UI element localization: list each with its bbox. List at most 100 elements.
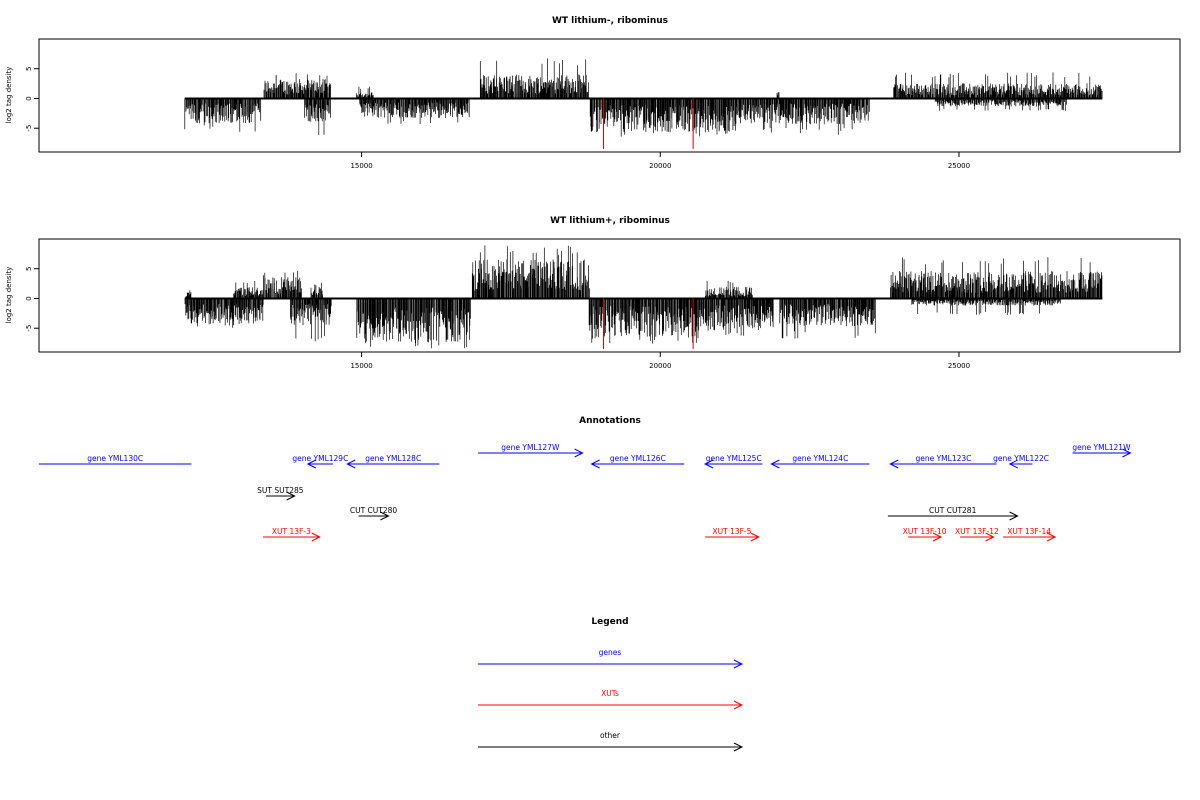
coverage-segment: [359, 98, 470, 125]
arrow-head: [286, 491, 296, 501]
arrow-head: [889, 459, 899, 469]
feature-label: gene YML123C: [915, 454, 971, 463]
coverage-segment: [588, 298, 703, 344]
arrow-head: [1008, 459, 1018, 469]
panel-title: WT lithium-, ribominus: [552, 16, 668, 26]
feature-label: gene YML124C: [792, 454, 848, 463]
coverage-segment: [615, 98, 739, 137]
feature-label: CUT CUT281: [929, 506, 977, 515]
x-tick-label: 25000: [948, 162, 970, 170]
feature-label: gene YML128C: [365, 454, 421, 463]
coverage-segment: [704, 280, 753, 299]
plot-frame: [38, 238, 1181, 353]
annotation-feature: gene YML124C: [770, 454, 870, 469]
y-axis-ticks: -5 0 5: [25, 67, 39, 132]
coverage-segment: [263, 270, 302, 299]
feature-label: XUT 13F-3: [272, 527, 311, 536]
legend: Legend genes XUTs other: [478, 617, 744, 752]
feature-label: gene YML127W: [501, 443, 560, 452]
annotation-feature: SUT SUT285: [257, 486, 304, 501]
x-axis-ticks: 15000 20000 25000: [350, 152, 970, 170]
feature-label: gene YML129C: [292, 454, 348, 463]
coverage-segment: [911, 298, 1061, 315]
y-tick-label: -5: [25, 325, 33, 332]
annotation-feature: CUT CUT280: [350, 506, 398, 521]
feature-label: gene YML130C: [87, 454, 143, 463]
annotations-title: Annotations: [579, 416, 641, 426]
legend-arrow: [733, 700, 744, 710]
annotation-features: gene YML130C gene YML129C gene YML128C gene…: [39, 443, 1132, 542]
coverage-segment: [471, 245, 590, 299]
annotations-panel: Annotations gene YML130C gene YML129C gene…: [39, 416, 1132, 542]
arrow-head: [311, 532, 321, 542]
coverage-bars: [184, 58, 1103, 150]
legend-arrow: [733, 742, 744, 752]
coverage-segment: [355, 86, 374, 99]
annotation-feature: gene YML125C: [703, 454, 763, 469]
arrow-head: [574, 448, 584, 458]
annotation-feature: gene YML126C: [590, 454, 685, 469]
legend-item: XUTs: [478, 689, 744, 710]
annotation-feature: CUT CUT281: [887, 506, 1019, 521]
arrow-head: [985, 532, 995, 542]
annotation-feature: gene YML127W: [478, 443, 584, 458]
arrow-head: [346, 459, 356, 469]
annotation-feature: gene YML130C: [39, 454, 192, 465]
feature-label: gene YML126C: [610, 454, 666, 463]
y-axis-ticks: -5 0 5: [25, 267, 39, 332]
legend-title: Legend: [591, 617, 628, 627]
y-axis-label: log2 tag density: [5, 67, 13, 124]
arrow-head: [750, 532, 760, 542]
feature-label: CUT CUT280: [350, 506, 398, 515]
annotation-feature: XUT 13F-5: [705, 527, 760, 542]
coverage-segment: [890, 257, 1103, 299]
coverage-panel-lithium-minus: WT lithium-, ribominus log2 tag density …: [5, 16, 1181, 170]
plot-frame: [38, 38, 1181, 153]
legend-item: genes: [478, 648, 744, 669]
y-axis-label: log2 tag density: [5, 267, 13, 324]
annotation-feature: XUT 13F-12: [955, 527, 999, 542]
arrow-head: [932, 532, 943, 542]
annotation-feature: gene YML129C: [292, 454, 348, 469]
y-tick-label: 0: [25, 96, 33, 100]
legend-label: genes: [599, 648, 622, 657]
x-tick-label: 15000: [350, 362, 372, 370]
y-tick-label: -5: [25, 125, 33, 132]
y-tick-label: 0: [25, 296, 33, 300]
arrow-head: [703, 459, 714, 469]
feature-label: gene YML125C: [706, 454, 762, 463]
legend-item: other: [478, 731, 744, 752]
coverage-segment: [184, 298, 264, 328]
y-tick-label: 5: [25, 267, 33, 271]
coverage-segment: [290, 298, 332, 342]
coverage-segment: [304, 98, 331, 136]
coverage-segment: [263, 73, 331, 99]
annotation-feature: gene YML123C: [889, 454, 997, 469]
feature-label: gene YML122C: [993, 454, 1049, 463]
feature-label: gene YML121W: [1072, 443, 1131, 452]
annotation-feature: XUT 13F-3: [263, 527, 321, 542]
coverage-segment: [589, 98, 616, 132]
coverage-segment: [185, 290, 192, 299]
legend-arrow: [733, 659, 744, 669]
feature-label: SUT SUT285: [257, 486, 304, 495]
x-tick-label: 20000: [649, 162, 671, 170]
annotation-feature: XUT 13F-10: [903, 527, 947, 542]
legend-label: XUTs: [601, 689, 619, 698]
feature-label: XUT 13F-14: [1007, 527, 1051, 536]
arrow-head: [380, 511, 390, 521]
coverage-segment: [184, 98, 262, 132]
panel-title: WT lithium+, ribominus: [550, 216, 670, 226]
x-axis-ticks: 15000 20000 25000: [350, 352, 970, 370]
annotation-feature: gene YML122C: [993, 454, 1049, 469]
coverage-bars: [184, 245, 1103, 350]
x-tick-label: 20000: [649, 362, 671, 370]
legend-items: genes XUTs other: [478, 648, 744, 752]
arrow-head: [770, 459, 780, 469]
y-tick-label: 5: [25, 67, 33, 71]
x-tick-label: 15000: [350, 162, 372, 170]
arrow-head: [1009, 511, 1019, 521]
coverage-panel-lithium-plus: WT lithium+, ribominus log2 tag density …: [5, 216, 1181, 370]
annotation-feature: gene YML121W: [1072, 443, 1132, 458]
